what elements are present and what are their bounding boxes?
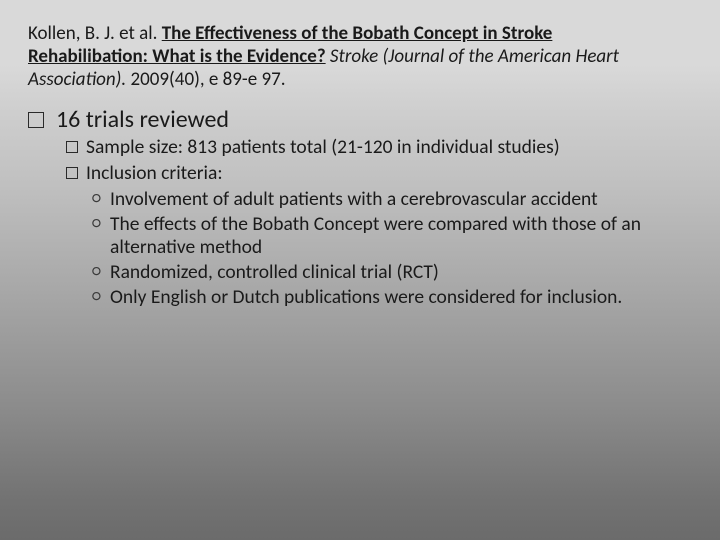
bullet-level3: ○ Randomized, controlled clinical trial …	[92, 261, 650, 285]
bullet-level3: ○ Only English or Dutch publications wer…	[92, 286, 650, 310]
circle-bullet-icon: ○	[92, 261, 110, 283]
square-bullet-icon	[66, 141, 78, 153]
bullet-level2-text: Sample size: 813 patients total (21-120 …	[86, 136, 560, 160]
citation-pub: 2009(40), e 89-e 97.	[126, 68, 285, 91]
bullet-level3: ○ Involvement of adult patients with a c…	[92, 188, 650, 212]
square-bullet-icon	[66, 167, 78, 179]
circle-bullet-icon: ○	[92, 213, 110, 235]
bullet-level3-text: Involvement of adult patients with a cer…	[110, 188, 598, 212]
bullet-level1: 16 trials reviewed	[28, 106, 650, 135]
bullet-level2-text: Inclusion criteria:	[86, 162, 223, 186]
circle-bullet-icon: ○	[92, 286, 110, 308]
slide: Kollen, B. J. et al. The Effectiveness o…	[0, 0, 720, 540]
citation-author: Kollen, B. J. et al.	[28, 22, 162, 45]
bullet-level3-text: Only English or Dutch publications were …	[110, 286, 622, 310]
bullet-level2: Sample size: 813 patients total (21-120 …	[66, 136, 650, 160]
bullet-level1-text: 16 trials reviewed	[56, 106, 229, 135]
circle-bullet-icon: ○	[92, 188, 110, 210]
bullet-level3-text: Randomized, controlled clinical trial (R…	[110, 261, 439, 285]
bullet-level3-text: The effects of the Bobath Concept were c…	[110, 213, 650, 261]
citation-block: Kollen, B. J. et al. The Effectiveness o…	[28, 22, 650, 92]
square-bullet-icon	[28, 112, 44, 128]
bullet-level3: ○ The effects of the Bobath Concept were…	[92, 213, 650, 261]
bullet-level2: Inclusion criteria:	[66, 162, 650, 186]
